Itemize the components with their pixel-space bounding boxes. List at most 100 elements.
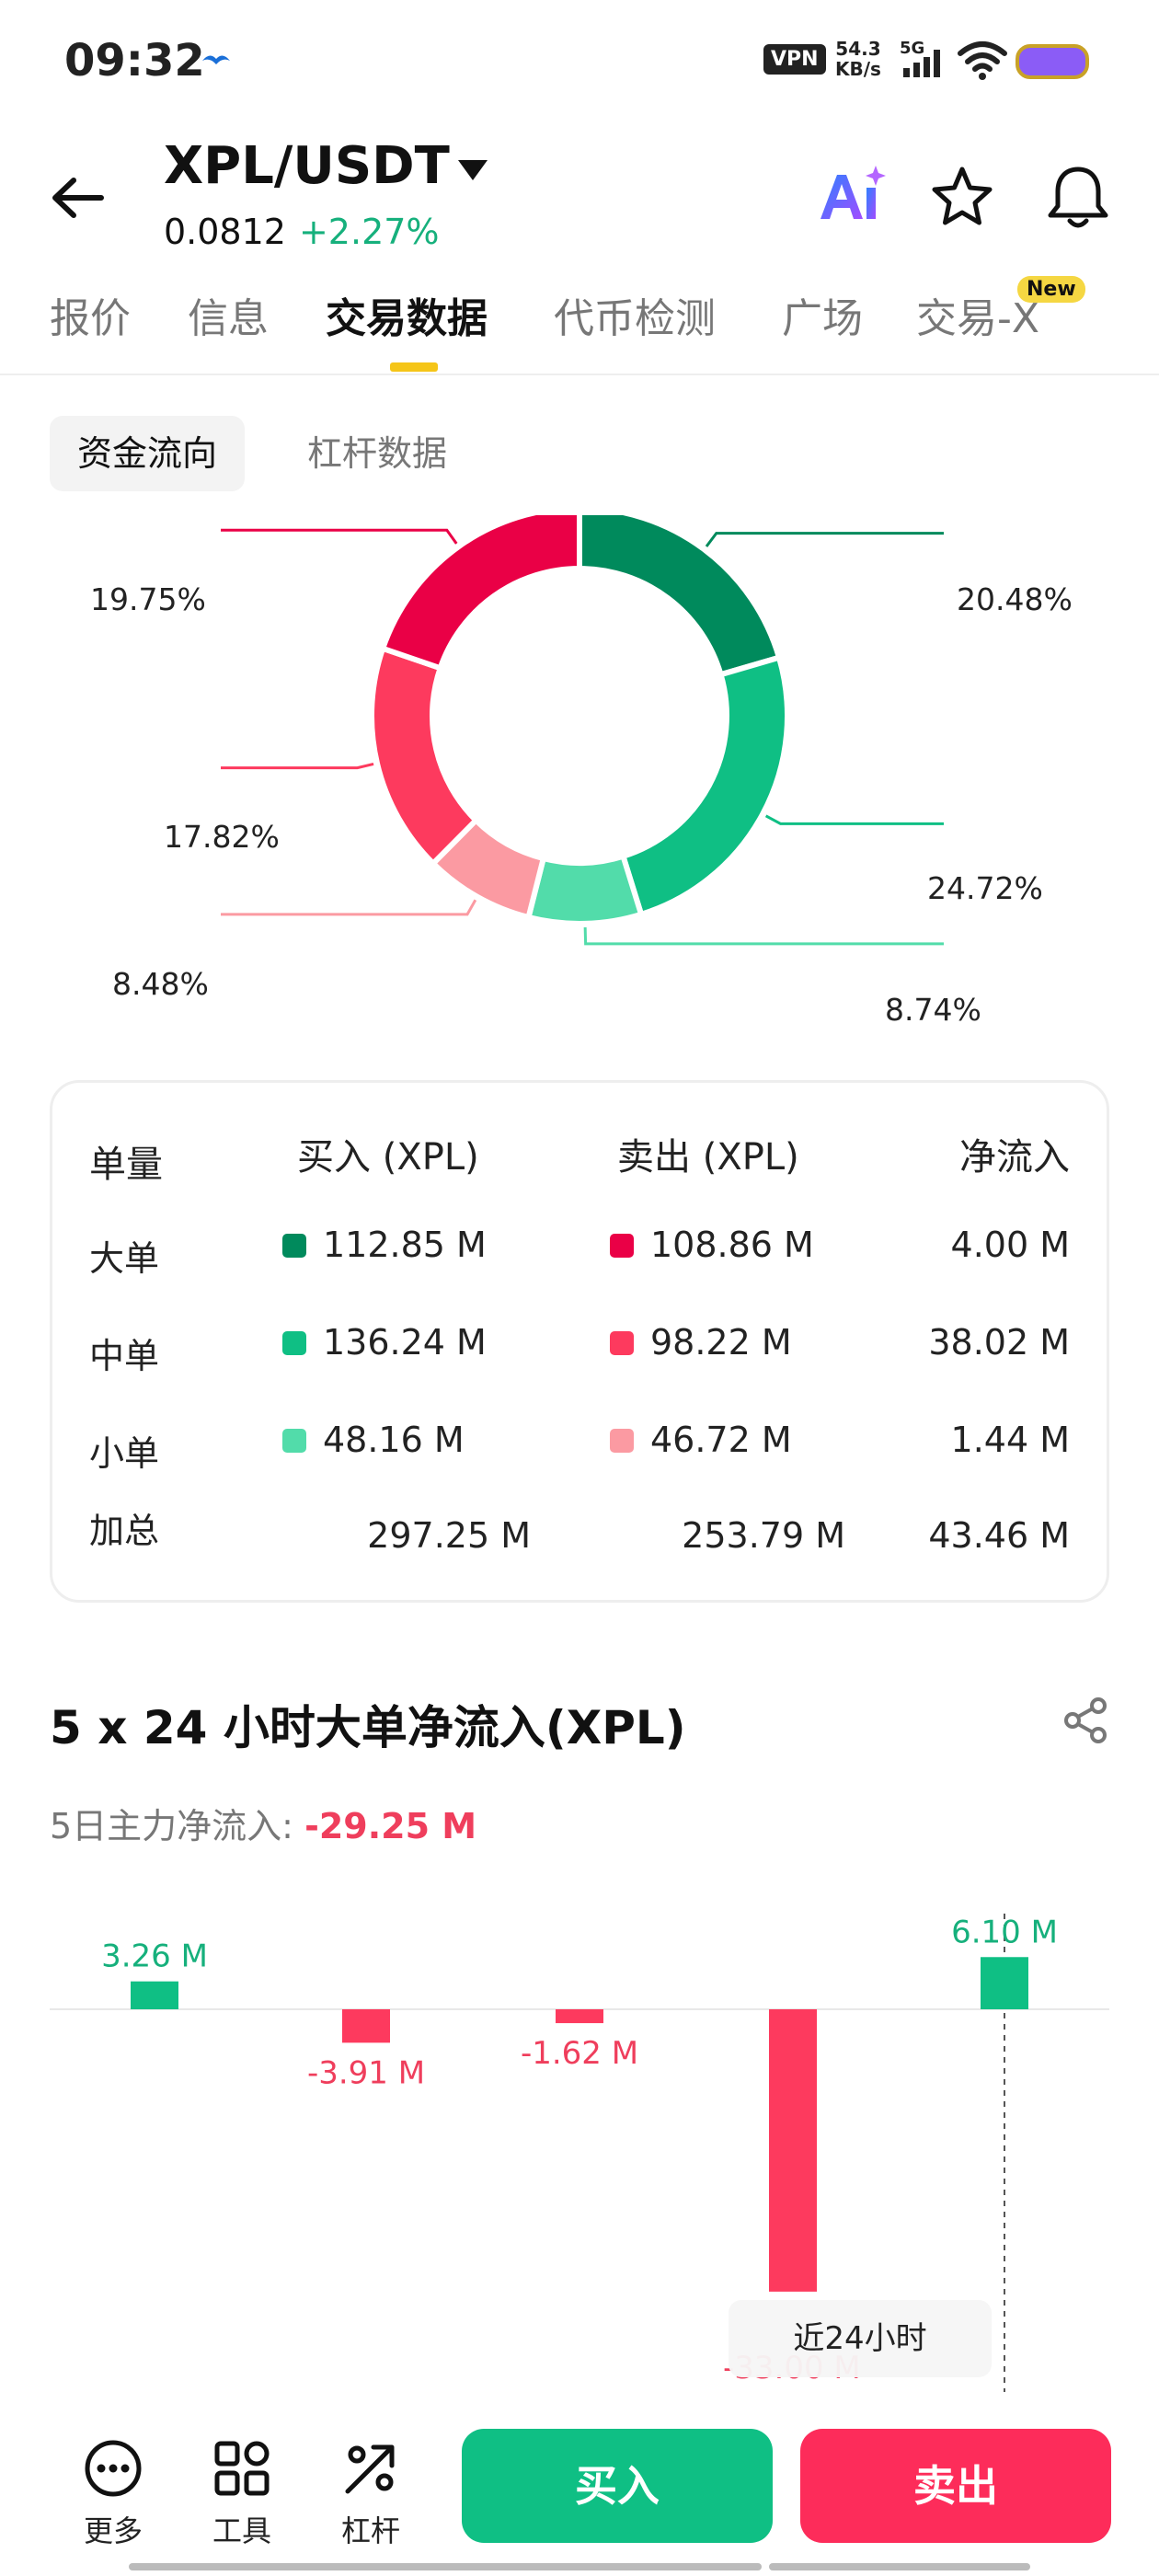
donut-svg <box>221 504 944 946</box>
slice-label-buy-large: 20.48% <box>957 581 1073 617</box>
slice-label-sell-large: 19.75% <box>90 581 206 617</box>
active-tab-indicator <box>390 362 438 372</box>
table-header-net: 净流入 <box>959 1136 1070 1179</box>
bar-value-label-2: -1.62 M <box>521 2035 638 2072</box>
row-medium-net: 38.02 M <box>928 1322 1070 1363</box>
row-total-buy: 297.25 M <box>367 1515 531 1556</box>
tool-leverage[interactable]: 杠杆 <box>320 2438 421 2550</box>
tab-info[interactable]: 信息 <box>188 295 269 342</box>
net-inflow-bar-0[interactable] <box>131 1981 178 2009</box>
chart-tooltip: 近24小时 <box>729 2300 992 2377</box>
slice-label-sell-medium: 17.82% <box>164 819 280 855</box>
donut-leader-1 <box>764 814 944 825</box>
swatch-sell-small <box>610 1429 634 1453</box>
swatch-buy-large <box>282 1234 306 1258</box>
tool-tools[interactable]: 工具 <box>191 2438 293 2550</box>
pair-title[interactable]: XPL/USDT <box>164 136 450 196</box>
row-large-buy: 112.85 M <box>282 1225 487 1265</box>
caret-down-icon[interactable] <box>454 156 491 184</box>
star-icon[interactable] <box>929 164 995 230</box>
bar-chart-svg: 3.26 M -3.91 M -1.62 M 6.10 M <box>50 1914 1109 2392</box>
donut-slice-2 <box>524 853 645 926</box>
donut-slice-0 <box>577 504 783 678</box>
home-indicator[interactable] <box>129 2563 1030 2570</box>
swatch-buy-small <box>282 1429 306 1453</box>
row-label-small: 小单 <box>89 1433 160 1474</box>
bell-icon[interactable] <box>1045 162 1111 232</box>
row-label-total: 加总 <box>89 1511 160 1551</box>
donut-leader-3 <box>221 899 477 916</box>
tools-icon <box>214 2441 270 2496</box>
net-inflow-bar-4[interactable] <box>981 1957 1028 2009</box>
signal-icon: 5G <box>900 39 940 77</box>
bar-value-label-4: 6.10 M <box>951 1914 1058 1950</box>
status-time: 09:32 <box>64 35 205 86</box>
fund-flow-table: 单量 买入 (XPL) 卖出 (XPL) 净流入 大单 112.85 M 108… <box>50 1080 1109 1603</box>
row-label-medium: 中单 <box>89 1336 160 1376</box>
donut-leader-4 <box>221 763 374 770</box>
row-label-large: 大单 <box>89 1238 160 1279</box>
wifi-icon <box>958 41 1007 80</box>
subtab-leverage-data[interactable]: 杠杆数据 <box>307 433 448 474</box>
back-arrow-icon[interactable] <box>46 166 110 230</box>
donut-slice-5 <box>379 504 582 673</box>
five-day-summary: 5日主力净流入: -29.25 M <box>50 1798 476 1848</box>
share-icon[interactable] <box>1061 1696 1109 1744</box>
bar-value-label-1: -3.91 M <box>307 2054 425 2091</box>
price-line: 0.0812 +2.27% <box>164 212 440 252</box>
row-small-buy: 48.16 M <box>282 1420 465 1460</box>
swatch-sell-large <box>610 1234 634 1258</box>
battery-icon <box>1016 44 1089 79</box>
net-inflow-bar-3[interactable] <box>769 2009 817 2292</box>
tab-quote[interactable]: 报价 <box>50 295 131 342</box>
net-inflow-bar-2[interactable] <box>556 2009 603 2024</box>
slice-label-buy-medium: 24.72% <box>927 870 1043 906</box>
status-bar: 09:32 VPN 54.3 KB/s 5G <box>0 0 1159 120</box>
tool-more[interactable]: 更多 <box>63 2438 164 2550</box>
network-speed: 54.3 KB/s <box>835 38 881 80</box>
row-medium-buy: 136.24 M <box>282 1322 487 1363</box>
slice-label-sell-small: 8.48% <box>112 966 209 1002</box>
tab-token-check[interactable]: 代币检测 <box>554 295 716 342</box>
row-medium-sell: 98.22 M <box>610 1322 792 1363</box>
row-total-net: 43.46 M <box>928 1515 1070 1556</box>
price-change: +2.27% <box>298 212 440 252</box>
leverage-icon <box>345 2444 395 2494</box>
table-header-sell: 卖出 (XPL) <box>617 1136 799 1179</box>
sell-button[interactable]: 卖出 <box>800 2429 1111 2543</box>
net-inflow-bar-chart: 3.26 M -3.91 M -1.62 M 6.10 M <box>0 1877 1159 2392</box>
net-inflow-title: 5 x 24 小时大单净流入(XPL) <box>50 1701 686 1754</box>
more-icon <box>85 2440 142 2497</box>
ai-icon[interactable] <box>815 164 889 228</box>
vpn-badge: VPN <box>763 44 826 75</box>
net-inflow-bar-1[interactable] <box>342 2009 390 2043</box>
row-large-net: 4.00 M <box>950 1225 1070 1265</box>
donut-slice-4 <box>369 645 480 868</box>
table-header-size: 单量 <box>89 1144 163 1186</box>
tab-square[interactable]: 广场 <box>782 295 863 342</box>
summary-label: 5日主力净流入: <box>50 1806 293 1846</box>
tab-trade-data[interactable]: 交易数据 <box>326 295 488 342</box>
bottom-action-bar: 更多 工具 杠杆 买入 卖出 <box>0 2410 1159 2576</box>
row-small-net: 1.44 M <box>950 1420 1070 1460</box>
donut-leader-2 <box>583 926 944 946</box>
buy-button[interactable]: 买入 <box>462 2429 773 2543</box>
header: XPL/USDT 0.0812 +2.27% <box>0 120 1159 267</box>
bird-icon <box>202 55 230 64</box>
swatch-buy-medium <box>282 1331 306 1355</box>
donut-leader-0 <box>705 532 944 547</box>
row-small-sell: 46.72 M <box>610 1420 792 1460</box>
row-total-sell: 253.79 M <box>682 1515 845 1556</box>
last-price: 0.0812 <box>164 212 286 252</box>
table-header-buy: 买入 (XPL) <box>297 1136 479 1179</box>
donut-leader-5 <box>221 528 458 545</box>
slice-label-buy-small: 8.74% <box>885 992 981 1028</box>
tab-trade-x[interactable]: 交易-X <box>916 295 1040 342</box>
subtab-fund-flow[interactable]: 资金流向 <box>50 416 246 491</box>
donut-slice-1 <box>619 653 790 918</box>
bar-value-label-0: 3.26 M <box>101 1938 208 1975</box>
swatch-sell-medium <box>610 1331 634 1355</box>
row-large-sell: 108.86 M <box>610 1225 814 1265</box>
new-badge: New <box>1017 276 1085 303</box>
network-type: 5G <box>900 39 924 58</box>
